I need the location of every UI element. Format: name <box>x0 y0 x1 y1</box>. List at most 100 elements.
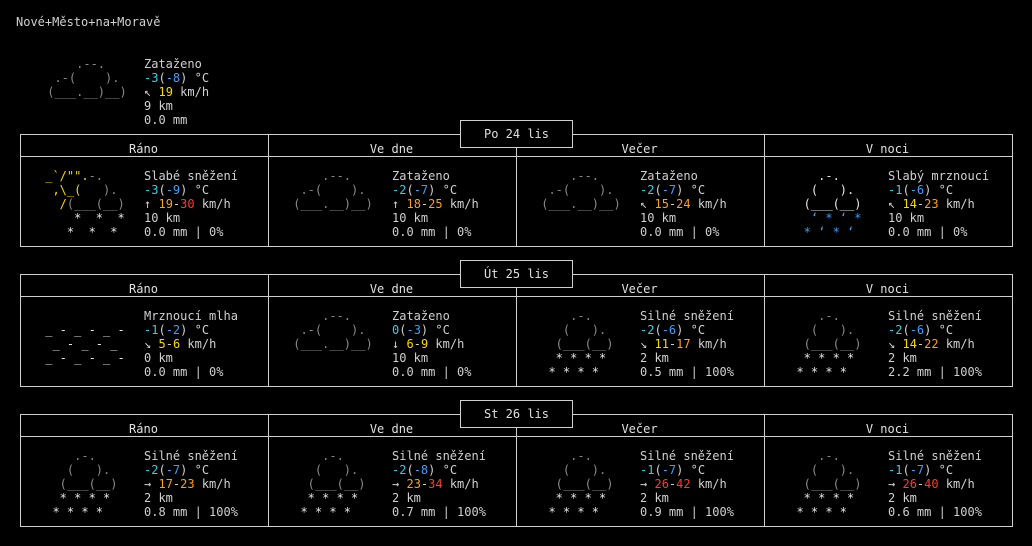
column-divider <box>268 134 269 247</box>
slot-wind-high: 34 <box>428 477 443 491</box>
slot-visibility: 2 km <box>640 351 669 365</box>
slot-precip: 0.7 mm | 100% <box>392 505 486 519</box>
period-title: Ráno <box>129 142 158 156</box>
slot-temp: -1 <box>640 463 655 477</box>
current-weather: Zataženo -3(-8) °C ↖ 19 km/h 9 km 0.0 mm <box>144 57 210 127</box>
slot-temp: -1 <box>888 463 903 477</box>
cloud-icon: .--. .-( ). (___.__)__) <box>293 309 373 351</box>
slot-precip: 0.0 mm | 0% <box>144 365 224 379</box>
slot-visibility: 2 km <box>888 491 917 505</box>
period-title: V noci <box>865 422 910 436</box>
slot-wind-high: 42 <box>676 477 691 491</box>
slot-visibility: 10 km <box>144 211 181 225</box>
current-temp-unit: °C <box>194 71 210 85</box>
slot-visibility: 10 km <box>640 211 677 225</box>
slot-condition: Zataženo <box>392 169 450 183</box>
slot-wind-low: 17 <box>158 477 173 491</box>
column-divider <box>268 414 269 527</box>
slot-info: Silné sněžení -2(-8) °C → 23-34 km/h 2 k… <box>392 449 486 519</box>
slot-feels: -9 <box>165 183 181 197</box>
slot-feels: -3 <box>406 323 421 337</box>
slot-temp: -2 <box>392 463 407 477</box>
slot-condition: Slabé sněžení <box>144 169 238 183</box>
heavy-snow-icon: .-. ( ). (___(__) * * * * * * * * <box>796 309 862 379</box>
period-title: Ve dne <box>369 282 414 296</box>
slot-wind-high: 22 <box>924 337 939 351</box>
slot-visibility: 2 km <box>640 491 669 505</box>
slot-wind-low: 18 <box>406 197 421 211</box>
period-title: Ráno <box>129 282 158 296</box>
period-title: Ve dne <box>369 142 414 156</box>
slot-wind-low: 5 <box>158 337 166 351</box>
column-divider <box>764 414 765 527</box>
slot-info: Silné sněžení -1(-7) °C → 26-40 km/h 2 k… <box>888 449 982 519</box>
current-visibility: 9 km <box>144 99 173 113</box>
wind-arrow-icon: → <box>888 477 896 491</box>
slot-info: Zataženo -2(-7) °C ↑ 18-25 km/h 10 km 0.… <box>392 169 479 239</box>
heavy-snow-icon: .-. ( ). (___(__) * * * * * * * * <box>300 449 366 519</box>
slot-temp: 0 <box>392 323 400 337</box>
slot-wind-low: 15 <box>654 197 669 211</box>
slot-wind-high: 40 <box>924 477 939 491</box>
wind-arrow-icon: ↖ <box>640 197 648 211</box>
wind-arrow-icon: → <box>144 477 152 491</box>
slot-wind-low: 6 <box>406 337 414 351</box>
slot-temp: -2 <box>640 323 655 337</box>
slot-feels: -8 <box>413 463 429 477</box>
column-divider <box>516 274 517 387</box>
slot-wind-high: 24 <box>676 197 691 211</box>
day-label: St 26 lis <box>460 400 573 428</box>
slot-wind-high: 6 <box>172 337 181 351</box>
wind-arrow-icon: ↖ <box>144 85 152 99</box>
slot-precip: 0.9 mm | 100% <box>640 505 734 519</box>
slot-wind-low: 14 <box>902 197 917 211</box>
cloud-icon: .--. .-( ). (___.__)__) <box>293 169 373 211</box>
slot-info: Slabý mrznoucí -1(-6) °C ↖ 14-23 km/h 10… <box>888 169 990 239</box>
slot-temp: -1 <box>144 323 159 337</box>
wind-arrow-icon: ↘ <box>144 337 152 351</box>
day-label: Po 24 lis <box>460 120 573 148</box>
cloud-icon: .--. .-( ). (___.__)__) <box>541 169 621 211</box>
current-feels: -8 <box>165 71 181 85</box>
period-title: Večer <box>621 142 658 156</box>
light-snow-sun-icon: _`/"".-. ,\_( ). /(___(__) * * * * * * <box>38 169 132 239</box>
slot-info: Silné sněžení -2(-6) °C ↘ 14-22 km/h 2 k… <box>888 309 982 379</box>
period-title: Ráno <box>129 422 158 436</box>
slot-condition: Silné sněžení <box>144 449 238 463</box>
slot-feels: -7 <box>165 463 181 477</box>
heavy-snow-icon: .-. ( ). (___(__) * * * * * * * * <box>548 449 614 519</box>
period-title: Ve dne <box>369 422 414 436</box>
slot-info: Slabé sněžení -3(-9) °C ↑ 19-30 km/h 10 … <box>144 169 238 239</box>
slot-precip: 0.0 mm | 0% <box>392 365 472 379</box>
slot-visibility: 2 km <box>392 491 421 505</box>
heavy-snow-icon: .-. ( ). (___(__) * * * * * * * * <box>52 449 118 519</box>
slot-info: Zataženo 0(-3) °C ↓ 6-9 km/h 10 km 0.0 m… <box>392 309 472 379</box>
slot-temp: -1 <box>888 183 903 197</box>
slot-temp: -2 <box>888 323 903 337</box>
wind-arrow-icon: ↘ <box>640 337 648 351</box>
column-divider <box>268 274 269 387</box>
slot-wind-high: 23 <box>924 197 939 211</box>
slot-precip: 0.0 mm | 0% <box>144 225 224 239</box>
slot-visibility: 10 km <box>392 351 429 365</box>
slot-wind-high: 17 <box>676 337 691 351</box>
slot-precip: 0.6 mm | 100% <box>888 505 982 519</box>
slot-feels: -7 <box>909 463 925 477</box>
current-precip: 0.0 mm <box>144 113 188 127</box>
heavy-snow-icon: .-. ( ). (___(__) * * * * * * * * <box>548 309 614 379</box>
slot-precip: 0.8 mm | 100% <box>144 505 238 519</box>
current-wind: 19 <box>158 85 173 99</box>
wind-arrow-icon: → <box>640 477 648 491</box>
slot-precip: 0.5 mm | 100% <box>640 365 734 379</box>
slot-wind-low: 11 <box>654 337 669 351</box>
wind-arrow-icon: ↘ <box>888 337 896 351</box>
slot-condition: Silné sněžení <box>888 449 982 463</box>
slot-wind-high: 23 <box>180 477 195 491</box>
slot-info: Silné sněžení -2(-6) °C ↘ 11-17 km/h 2 k… <box>640 309 734 379</box>
period-title: V noci <box>865 142 910 156</box>
fog-icon: _ - _ - _ - _ - _ - _ _ - _ - _ - <box>45 323 125 365</box>
slot-precip: 0.0 mm | 0% <box>392 225 472 239</box>
slot-feels: -6 <box>909 183 925 197</box>
slot-precip: 2.2 mm | 100% <box>888 365 982 379</box>
